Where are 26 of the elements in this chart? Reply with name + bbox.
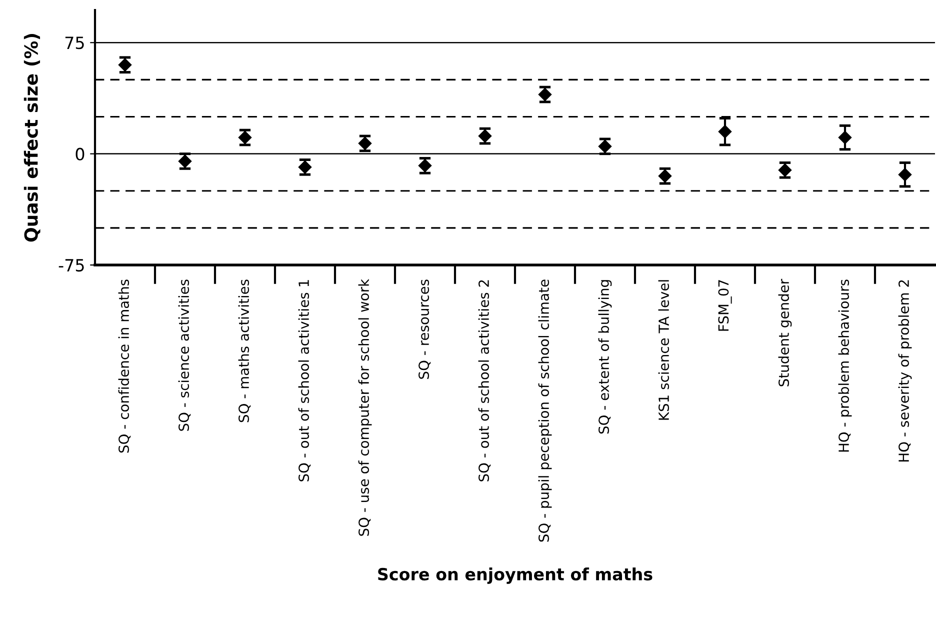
x-tick-label: SQ - maths activities [238, 280, 251, 422]
point [598, 140, 612, 153]
y-axis-title: Quasi effect size (%) [24, 34, 40, 242]
x-tick-label: Student gender [778, 278, 792, 386]
point [718, 124, 732, 138]
x-tick-label: SQ - confidence in maths [118, 280, 131, 453]
point [838, 130, 852, 144]
x-tick-label: SQ - science activities [178, 280, 191, 431]
y-tick-label: 75 [65, 36, 84, 50]
y-tick-label: 0 [76, 148, 84, 160]
x-tick-label: SQ - extent of bullying [598, 280, 612, 434]
x-tick-label: SQ - out of school activities 1 [298, 280, 311, 482]
y-tick-label: -75 [58, 259, 84, 272]
x-tick-label: HQ - problem behaviours [838, 280, 852, 452]
x-axis-title: Score on enjoyment of maths [378, 568, 652, 584]
x-tick-label: SQ - use of computer for school work [358, 278, 372, 536]
x-tick-label: SQ - out of school activities 2 [478, 280, 491, 482]
x-tick-label: KS1 science TA level [658, 280, 670, 420]
point [118, 58, 132, 72]
x-tick-label: SQ - resources [418, 280, 431, 379]
point [778, 164, 792, 177]
point [898, 168, 912, 182]
point [298, 160, 312, 174]
x-tick-label: FSM_07 [718, 280, 732, 331]
x-tick-label: HQ - severity of problem 2 [898, 280, 912, 462]
x-tick-label: SQ - pupil peception of school climate [538, 280, 552, 542]
